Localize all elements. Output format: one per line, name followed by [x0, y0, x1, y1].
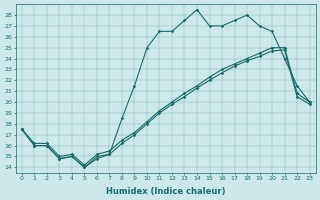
X-axis label: Humidex (Indice chaleur): Humidex (Indice chaleur): [106, 187, 226, 196]
